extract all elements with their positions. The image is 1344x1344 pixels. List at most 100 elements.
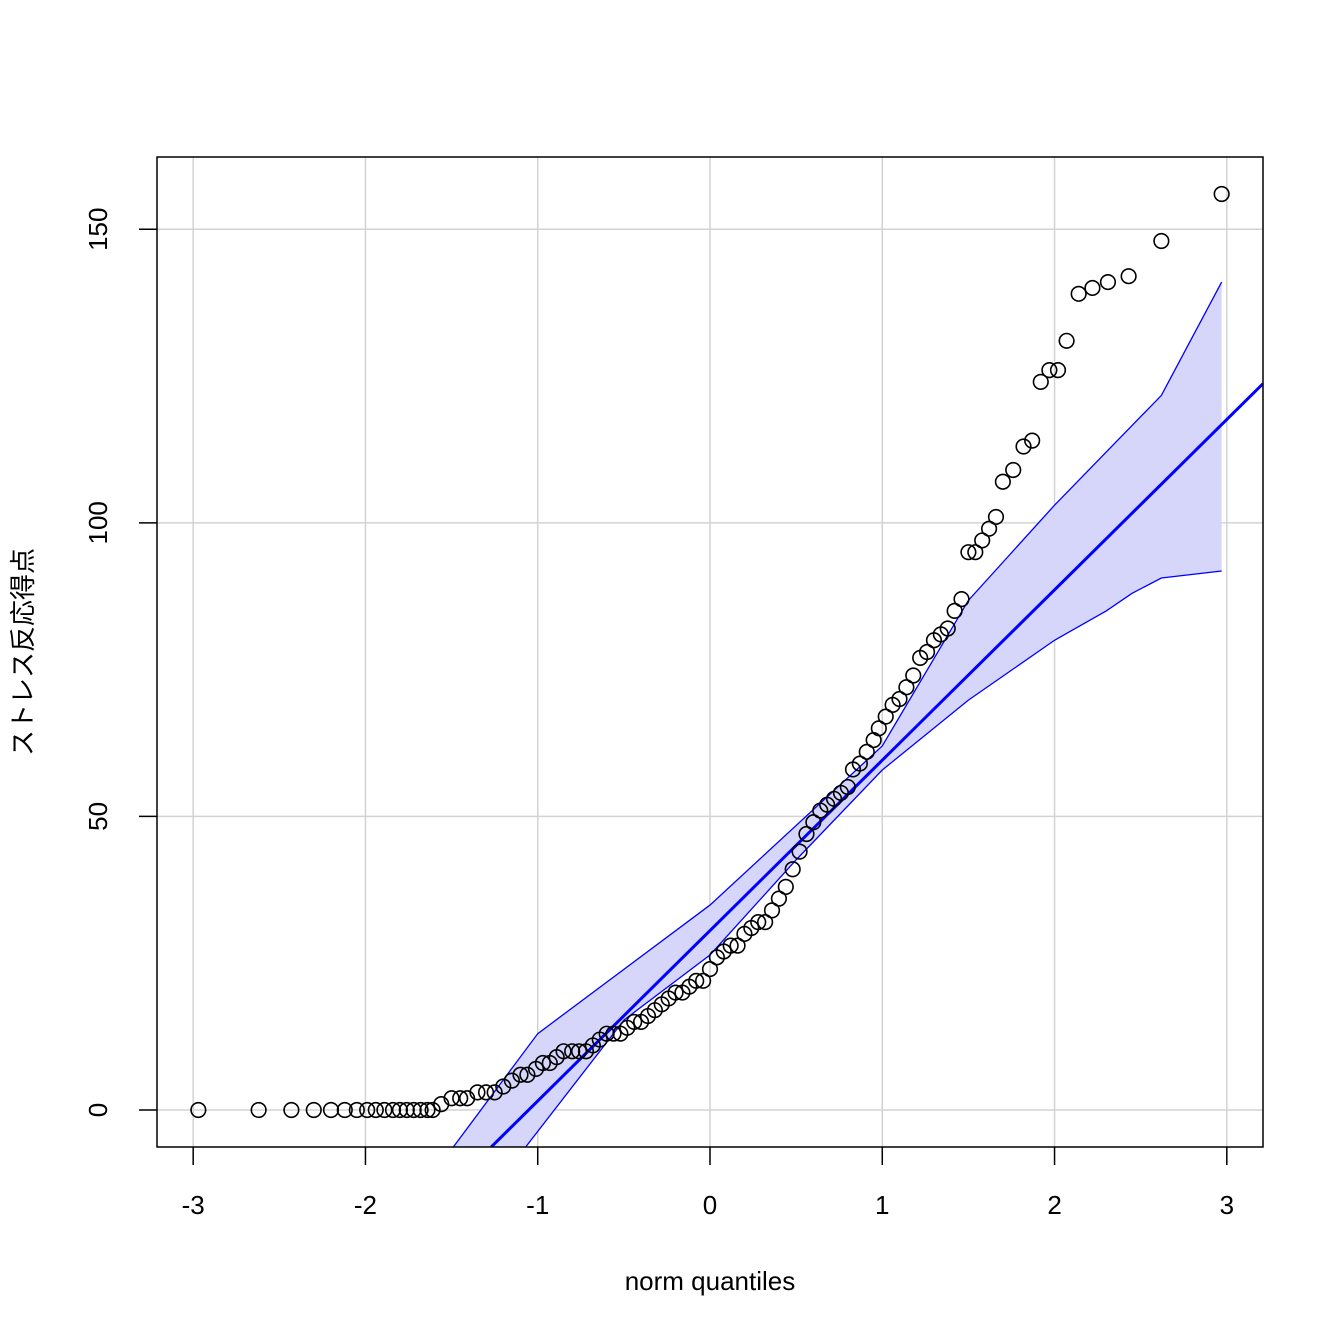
data-point [405,1101,422,1119]
data-point [1213,185,1230,203]
data-point [419,1101,436,1119]
data-point [1015,438,1032,455]
data-point [626,1013,643,1031]
y-tick-label: 50 [83,802,113,831]
data-point [412,1101,429,1119]
confidence-bound [525,570,1222,1147]
data-point [443,1090,460,1107]
data-point [805,814,822,831]
data-point [791,843,808,860]
data-point [757,914,774,931]
x-tick-label: -3 [182,1190,205,1220]
data-point [305,1101,322,1119]
data-point [391,1101,409,1119]
x-axis-label: norm quantiles [625,1266,796,1296]
data-point [980,520,998,537]
data-point [858,743,875,760]
data-point [348,1101,365,1119]
data-point [452,1090,469,1107]
y-tick-label: 150 [83,208,113,251]
data-point [770,890,788,907]
data-point [519,1066,536,1083]
data-point [598,1025,615,1042]
data-point [667,984,684,1001]
data-point [994,473,1011,490]
data-point [1058,332,1075,349]
data-point [190,1101,207,1119]
data-point [359,1101,376,1119]
axes: -3 -2 -1 0 1 2 3 0 50 100 150 [83,208,1234,1220]
data-point [469,1084,486,1101]
data-point [688,972,705,989]
data-point [905,667,922,684]
data-point [1120,268,1137,285]
data-point [953,591,970,608]
data-point [570,1043,588,1060]
x-tick-label: -2 [354,1190,377,1220]
data-point [367,1101,384,1119]
data-point [851,755,868,772]
data-point [1099,273,1117,291]
data-point [695,972,712,989]
data-point [960,544,977,561]
data-point [605,1025,622,1042]
plot-area [190,185,1263,1147]
y-tick-label: 0 [83,1103,113,1117]
data-point [798,825,815,843]
data-point [495,1078,512,1095]
data-point [967,544,984,561]
data-point [250,1101,267,1119]
data-point [722,937,739,954]
data-point [283,1101,300,1119]
data-point [839,778,856,796]
confidence-bound [452,281,1223,1147]
data-point [918,643,936,661]
data-point [477,1084,495,1101]
data-point [729,937,746,954]
data-point [946,602,963,619]
data-point [877,708,894,725]
data-point [1032,373,1049,390]
data-point [898,679,915,696]
data-point [763,902,781,919]
x-tick-label: 1 [875,1190,889,1220]
data-point [336,1101,353,1119]
x-tick-label: 0 [703,1190,717,1220]
data-point [1084,279,1101,297]
data-point [1153,232,1170,250]
data-point [891,690,908,708]
data-point [1024,432,1041,449]
data-point [424,1101,441,1119]
data-point [322,1101,340,1119]
data-point [701,960,719,978]
data-point [384,1101,402,1119]
data-point [486,1084,503,1101]
data-point [1005,461,1022,479]
x-tick-label: 2 [1047,1190,1061,1220]
data-point [376,1101,393,1119]
data-point [939,620,956,637]
x-tick-label: -1 [526,1190,549,1220]
reference-line [490,382,1263,1147]
data-point [784,861,801,878]
data-point [398,1101,415,1119]
confidence-band [453,282,1222,1147]
data-point [870,720,887,737]
data-point [974,532,991,549]
y-axis-label: ストレス反応得点 [8,548,38,756]
data-point [777,878,794,895]
data-point [750,914,767,931]
data-point [1070,285,1087,302]
data-point [1049,362,1067,379]
data-point [503,1072,520,1089]
y-tick-label: 100 [83,501,113,544]
data-point [987,508,1005,526]
data-point [555,1043,572,1060]
data-point [512,1066,529,1083]
data-point [1041,362,1058,379]
data-point [534,1054,551,1072]
x-tick-label: 3 [1220,1190,1234,1220]
data-point [564,1043,581,1060]
